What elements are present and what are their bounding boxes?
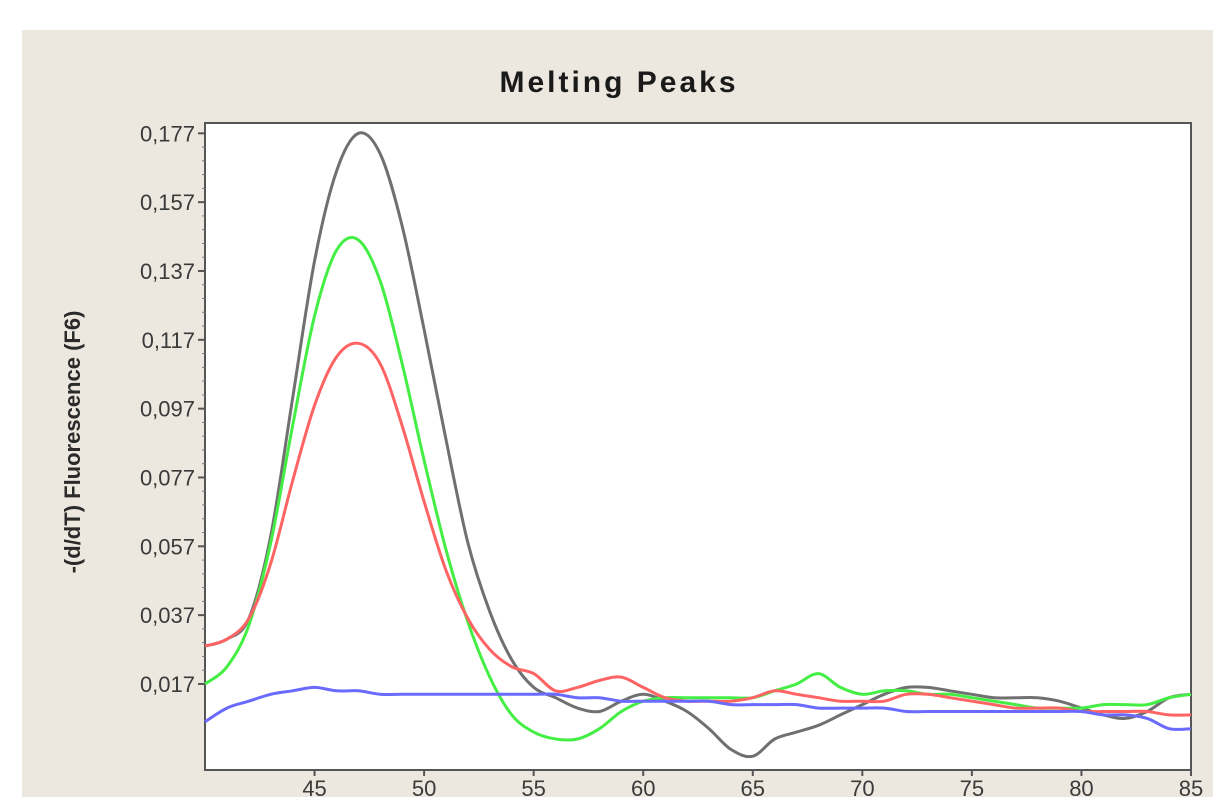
y-tick-label: 0,117 [142,328,195,353]
y-tick-label: 0,177 [140,121,195,146]
x-tick-label: 80 [1069,776,1093,797]
x-tick-label: 50 [412,776,436,797]
y-tick-label: 0,157 [140,190,195,215]
chart-frame: Melting Peaks -(d/dT) Fluorescence (F6) … [22,30,1213,797]
x-tick-label: 60 [631,776,655,797]
series-line-1 [204,131,1192,759]
x-axis: 45 50 55 60 65 70 75 80 85 [302,770,1203,797]
y-tick-label: 0,057 [140,534,195,559]
x-tick-label: 75 [960,776,984,797]
melting-peaks-chart: Melting Peaks -(d/dT) Fluorescence (F6) … [60,66,1203,797]
y-tick-label: 0,097 [140,397,195,422]
series-line-2 [204,236,1192,742]
series-group [204,131,1192,759]
plot-area [204,122,1192,771]
x-tick-label: 55 [521,776,545,797]
y-tick-label: 0,037 [140,603,195,628]
x-tick-label: 65 [741,776,765,797]
series-line-4 [204,685,1192,731]
x-tick-label: 70 [850,776,874,797]
y-tick-label: 0,017 [140,672,195,697]
y-tick-label: 0,137 [140,259,195,284]
y-axis: 0,017 0,037 0,057 0,077 0,097 0,117 0,137 0,157… [140,121,205,697]
x-tick-label: 85 [1179,776,1203,797]
y-axis-label: -(d/dT) Fluorescence (F6) [60,311,85,574]
chart-title: Melting Peaks [499,66,738,99]
y-tick-label: 0,077 [140,465,195,490]
x-tick-label: 45 [302,776,326,797]
